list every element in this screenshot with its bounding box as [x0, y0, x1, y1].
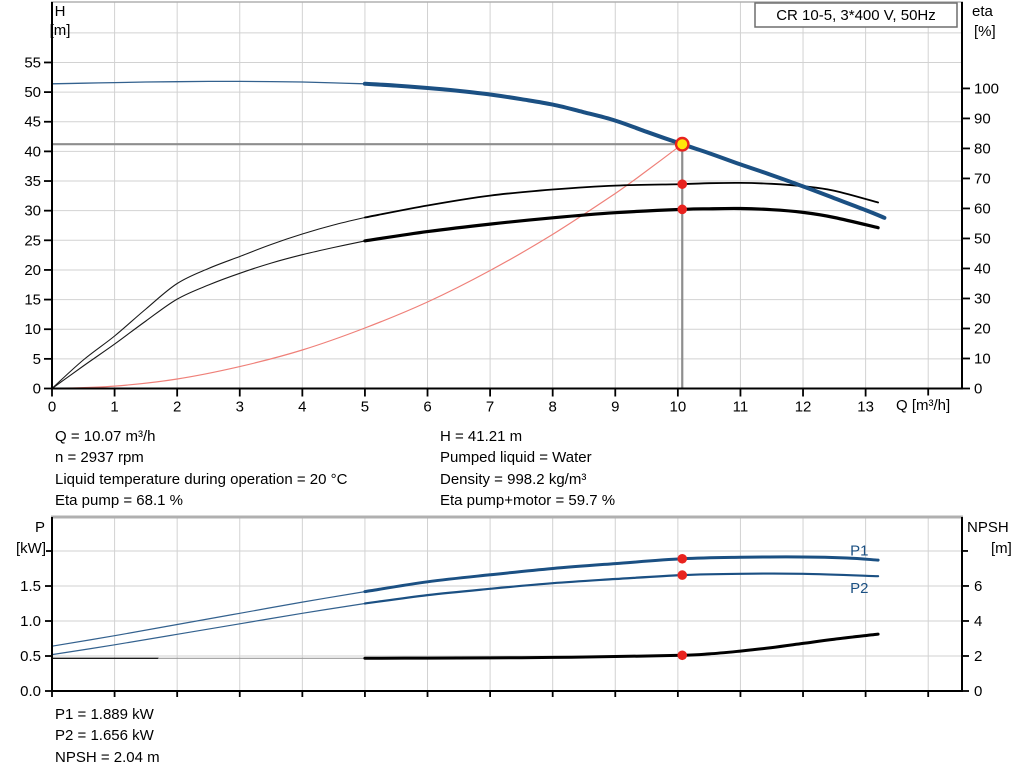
y-tick-label: 40 [24, 143, 41, 160]
p1-value-text: P1 = 1.889 kW [55, 706, 155, 723]
y-tick-label: 30 [24, 203, 41, 220]
y-tick-label: 55 [24, 54, 41, 71]
y-tick-label: 50 [24, 84, 41, 101]
eta-pump-marker [677, 179, 688, 189]
x-tick-label: 8 [549, 399, 557, 416]
p-axis-unit: [kW] [16, 540, 46, 557]
curve-label-p1: P1 [850, 542, 868, 559]
y2-tick-label: 0 [974, 683, 982, 700]
y-tick-label: 0.0 [20, 683, 41, 700]
y-tick-label: 0 [33, 381, 41, 398]
x-tick-label: 10 [670, 399, 687, 416]
y2-tick-label: 50 [974, 230, 991, 247]
pump-curve [362, 81, 887, 220]
p1-curve-low-flow [51, 591, 366, 647]
x-tick-label: 4 [298, 399, 306, 416]
chart-title-box [754, 2, 958, 28]
p1-marker [677, 553, 688, 564]
npsh-curve [363, 632, 880, 660]
eta-pump-motor-curve-low-flow [51, 240, 366, 390]
y2-tick-label: 30 [974, 290, 991, 307]
x-tick-label: 3 [236, 399, 244, 416]
h-axis-label: H [55, 3, 66, 20]
x-tick-label: 7 [486, 399, 494, 416]
x-tick-label: 13 [857, 399, 874, 416]
duty-flow-text: Q = 10.07 m³/h [55, 428, 155, 445]
y-tick-label: 45 [24, 114, 41, 131]
duty-head-text: H = 41.21 m [440, 428, 522, 445]
x-tick-label: 6 [423, 399, 431, 416]
npsh-value-text: NPSH = 2.04 m [55, 749, 160, 766]
y-tick-label: 10 [24, 321, 41, 338]
p-axis-label: P [35, 519, 45, 536]
y2-tick-label: 4 [974, 613, 982, 630]
power-npsh-chart: 0.0 0.5 1.0 1.5 0 2 4 6 P1 P2 [20, 515, 982, 700]
npsh-axis-unit: [m] [991, 540, 1012, 557]
head-efficiency-chart: 0 1 2 3 4 5 6 7 8 9 10 11 12 130510152025303540455055… [24, 1, 999, 416]
eta-axis-label: eta [972, 3, 994, 20]
x-tick-label: 5 [361, 399, 369, 416]
pumped-liquid-text: Pumped liquid = Water [440, 449, 592, 466]
chart-title: CR 10-5, 3*400 V, 50Hz [776, 7, 936, 24]
eta-pump-motor-text: Eta pump+motor = 59.7 % [440, 492, 615, 509]
y-tick-label: 0.5 [20, 648, 41, 665]
eta-axis-unit: [%] [974, 23, 996, 40]
eta-pump-text: Eta pump = 68.1 % [55, 492, 183, 509]
eta-pump-motor-curve [363, 206, 880, 243]
eta-pump-motor-marker [677, 204, 688, 215]
q-axis-label: Q [m³/h] [896, 397, 950, 414]
pump-curve-low-flow [51, 80, 366, 85]
npsh-axis-label: NPSH [967, 519, 1009, 536]
y2-tick-label: 40 [974, 260, 991, 277]
y2-tick-label: 80 [974, 140, 991, 157]
y2-tick-label: 2 [974, 648, 982, 665]
y2-tick-label: 60 [974, 200, 991, 217]
x-tick-label: 12 [795, 399, 812, 416]
curve-label-p2: P2 [850, 580, 868, 597]
p2-curve [363, 572, 880, 605]
y-tick-label: 1.5 [20, 578, 41, 595]
density-text: Density = 998.2 kg/m³ [440, 471, 586, 488]
p2-curve-low-flow [51, 602, 366, 656]
duty-point-marker[interactable] [674, 136, 690, 152]
system-curve [51, 143, 683, 390]
y2-tick-label: 70 [974, 170, 991, 187]
y-tick-label: 1.0 [20, 613, 41, 630]
npsh-marker [677, 650, 688, 661]
y2-tick-label: 20 [974, 320, 991, 337]
y-tick-label: 25 [24, 232, 41, 249]
h-axis-unit: [m] [50, 22, 71, 39]
liquid-temperature-text: Liquid temperature during operation = 20… [55, 471, 348, 488]
y2-tick-label: 90 [974, 110, 991, 127]
y-tick-label: 35 [24, 173, 41, 190]
p2-marker [677, 570, 688, 580]
speed-text: n = 2937 rpm [55, 449, 144, 466]
y-tick-label: 15 [24, 292, 41, 309]
x-tick-label: 1 [110, 399, 118, 416]
y-tick-label: 20 [24, 262, 41, 279]
y2-tick-label: 6 [974, 578, 982, 595]
x-tick-label: 9 [611, 399, 619, 416]
eta-pump-curve-low-flow [51, 216, 366, 390]
p1-curve [363, 555, 880, 594]
y2-tick-label: 100 [974, 80, 999, 97]
x-tick-label: 2 [173, 399, 181, 416]
p2-value-text: P2 = 1.656 kW [55, 727, 155, 744]
x-tick-label: 11 [733, 399, 749, 416]
x-tick-label: 0 [48, 399, 56, 416]
y2-tick-label: 0 [974, 381, 982, 398]
y-tick-label: 5 [33, 351, 41, 368]
y2-tick-label: 10 [974, 350, 991, 367]
